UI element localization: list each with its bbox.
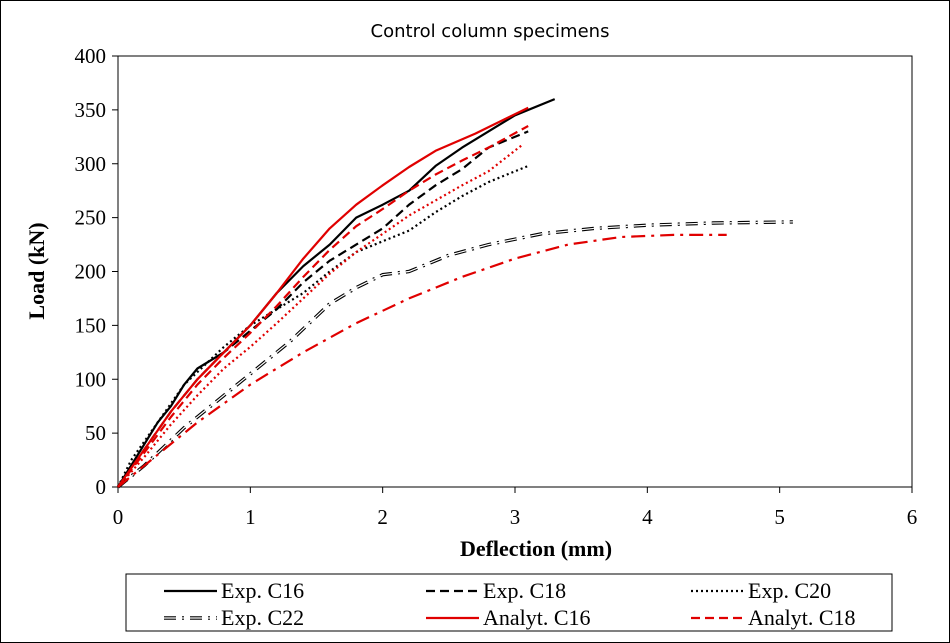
series-line-7 bbox=[117, 233, 727, 488]
legend-label: Exp. C16 bbox=[221, 578, 304, 603]
series-line-5 bbox=[117, 125, 529, 488]
legend-box bbox=[125, 573, 893, 632]
x-tick-label: 1 bbox=[245, 505, 256, 529]
y-tick-label: 50 bbox=[85, 421, 106, 445]
y-axis: 0 50 100 150 200 250 300 350 400 bbox=[75, 44, 118, 499]
legend-label: Analyt. C18 bbox=[748, 605, 856, 630]
series-line-3-inner bbox=[117, 221, 793, 488]
series-layer bbox=[116, 98, 793, 489]
legend-label: Analyt. C16 bbox=[483, 605, 591, 630]
series-line-4 bbox=[117, 106, 529, 488]
y-tick-label: 250 bbox=[75, 206, 107, 230]
x-tick-label: 3 bbox=[510, 505, 521, 529]
legend-label: Exp. C18 bbox=[483, 578, 566, 603]
y-tick-label: 0 bbox=[96, 475, 107, 499]
x-tick-label: 6 bbox=[907, 505, 918, 529]
y-axis-label: Load (kN) bbox=[24, 222, 49, 319]
legend-label: Exp. C20 bbox=[748, 578, 831, 603]
y-tick-label: 400 bbox=[75, 44, 107, 68]
x-tick-label: 0 bbox=[113, 505, 124, 529]
series-line-6 bbox=[117, 144, 523, 488]
y-tick-label: 300 bbox=[75, 152, 107, 176]
series-line-2 bbox=[117, 164, 529, 488]
x-tick-label: 2 bbox=[377, 505, 388, 529]
y-tick-label: 150 bbox=[75, 313, 107, 337]
series-line-3 bbox=[116, 220, 793, 489]
y-tick-label: 100 bbox=[75, 367, 107, 391]
chart-title: Control column specimens bbox=[371, 21, 610, 42]
legend: Exp. C16 Exp. C18 Exp. C20 Exp. C22 Analyt. … bbox=[164, 578, 856, 630]
y-tick-label: 350 bbox=[75, 98, 107, 122]
x-axis: 0 1 2 3 4 5 6 bbox=[113, 487, 918, 529]
y-tick-label: 200 bbox=[75, 260, 107, 284]
legend-label: Exp. C22 bbox=[221, 605, 304, 630]
x-tick-label: 5 bbox=[774, 505, 785, 529]
series-line-0 bbox=[117, 98, 556, 488]
x-axis-label: Deflection (mm) bbox=[460, 536, 612, 561]
x-tick-label: 4 bbox=[642, 505, 653, 529]
